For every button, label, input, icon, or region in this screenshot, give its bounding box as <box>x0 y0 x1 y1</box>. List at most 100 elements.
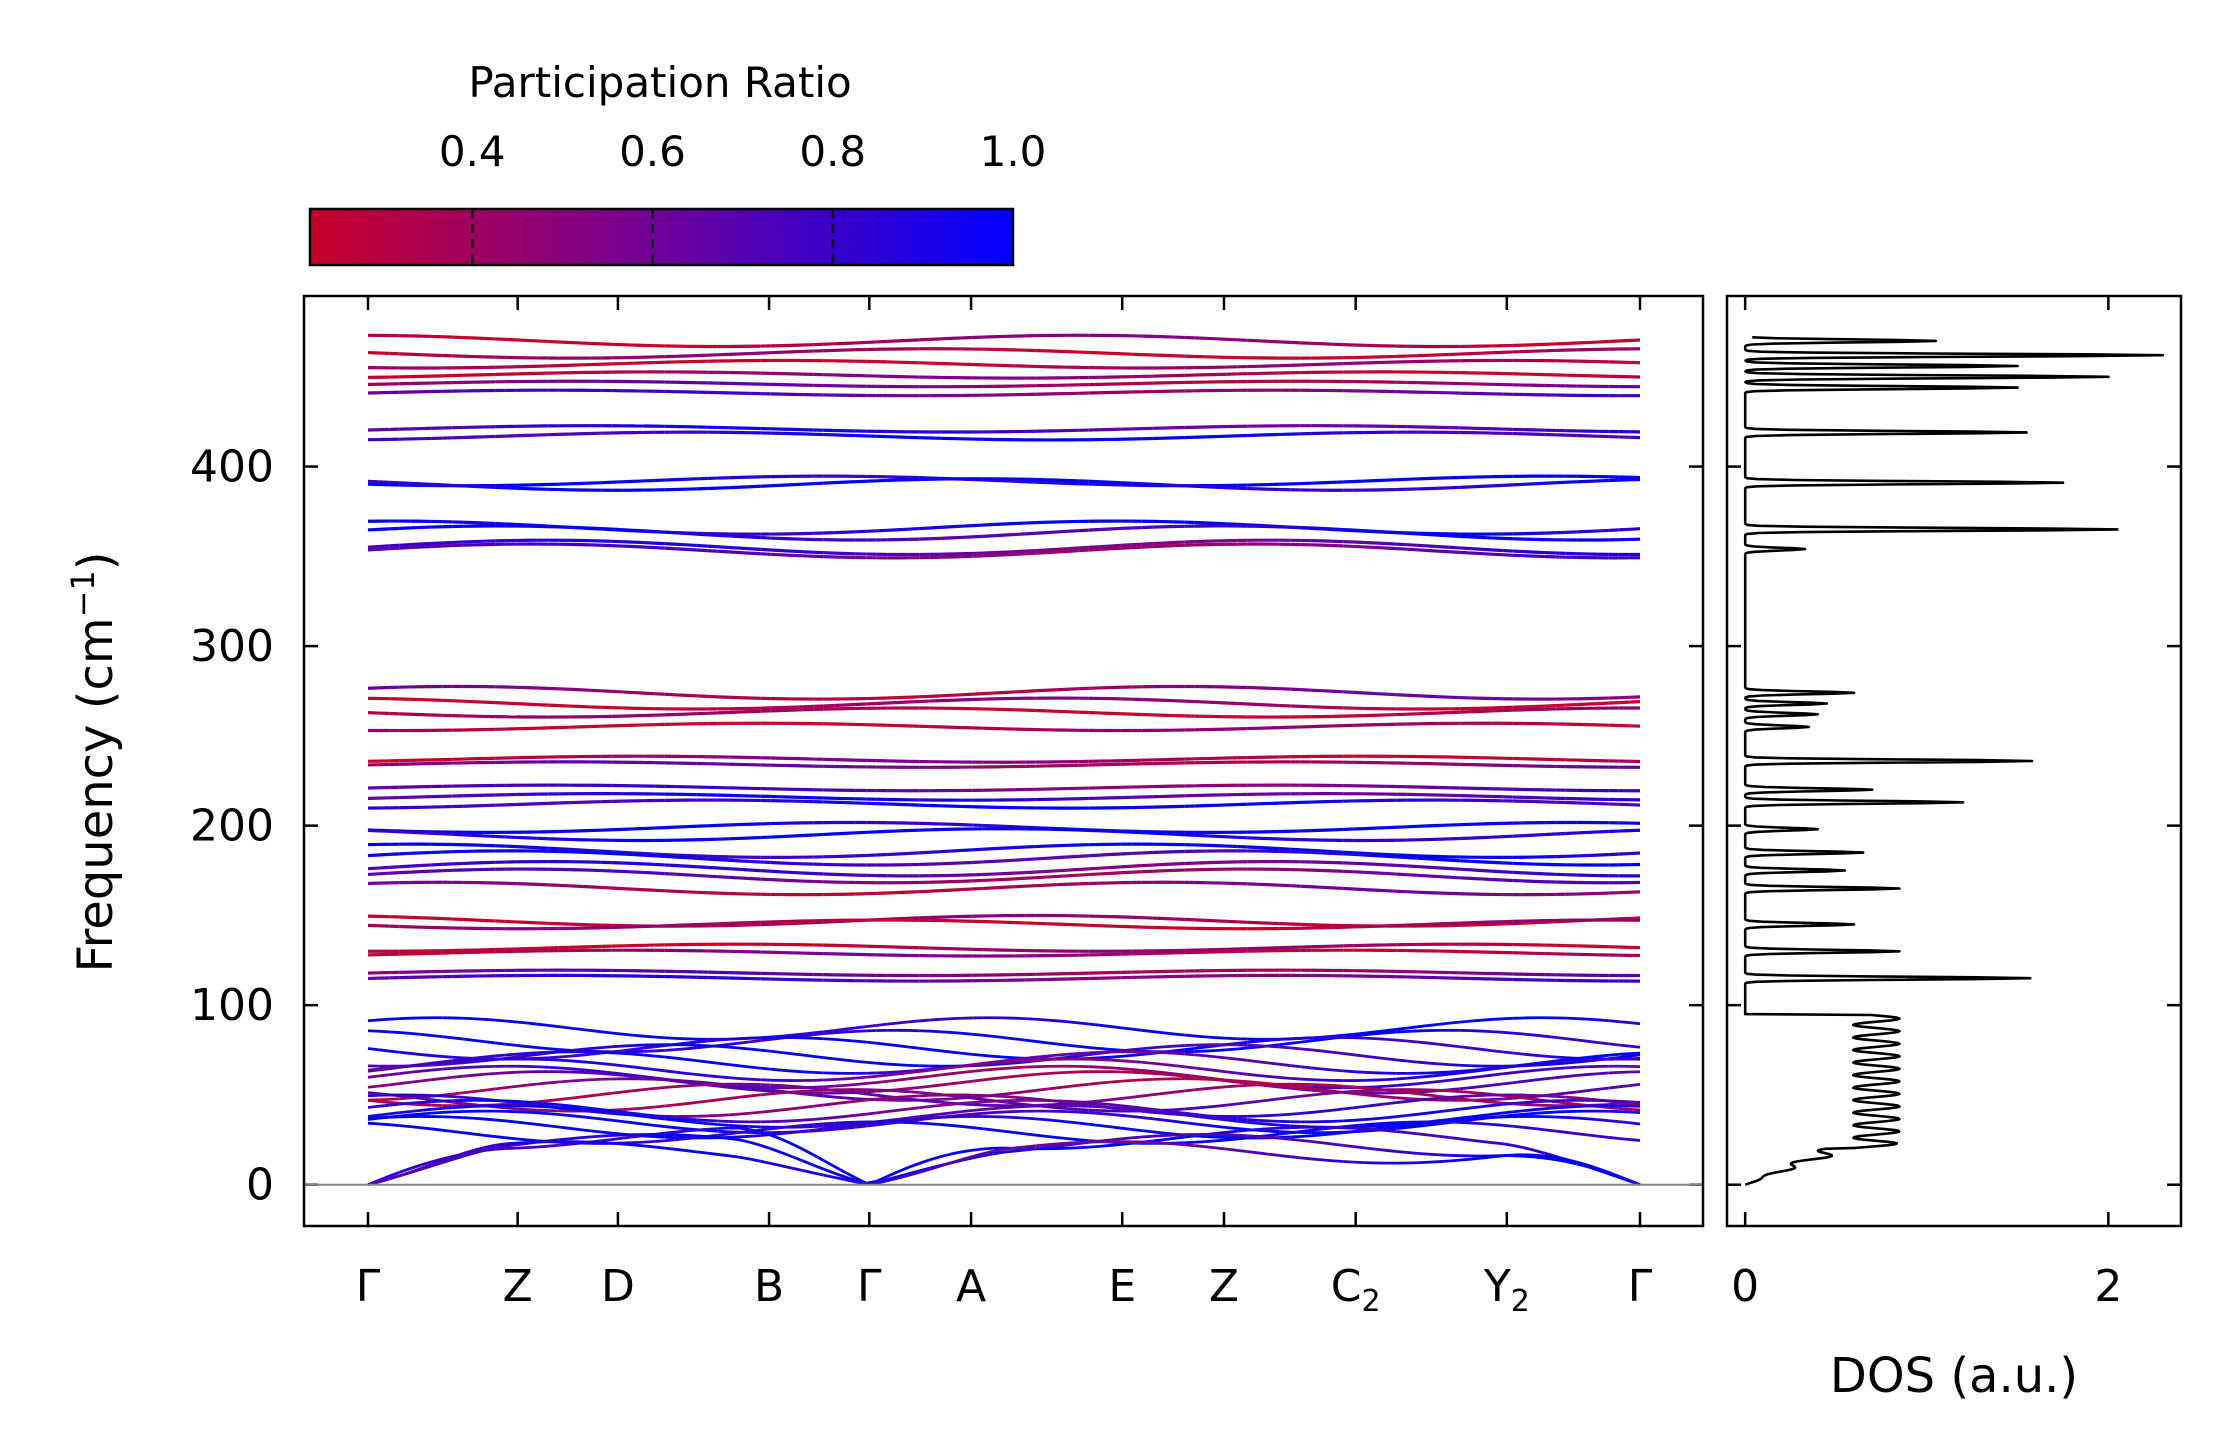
band-line-segment <box>1470 535 1482 540</box>
band-line-segment <box>579 688 591 692</box>
band-line-segment <box>431 862 443 867</box>
band-line-segment <box>1003 871 1015 876</box>
band-line-segment <box>866 701 877 706</box>
band-line-segment <box>1374 529 1386 534</box>
band-line-segment <box>1078 867 1089 872</box>
band-line-segment <box>1353 851 1365 855</box>
band-line-segment <box>389 871 400 875</box>
band-line-segment <box>950 693 962 697</box>
band-line-segment <box>1025 1038 1036 1043</box>
band-line-segment <box>1512 1051 1524 1056</box>
band-line-segment <box>1152 831 1164 836</box>
band-line-segment <box>378 865 390 870</box>
band-line-segment <box>993 1060 1005 1065</box>
band-line-segment <box>1162 1051 1174 1055</box>
band-line-segment <box>728 1076 740 1080</box>
band-line-segment <box>1173 1044 1185 1048</box>
band-line-segment <box>897 1020 909 1025</box>
band-line-segment <box>389 543 400 548</box>
band-line-segment <box>664 863 676 868</box>
band-line-segment <box>738 859 750 864</box>
band-line-segment <box>1311 1038 1323 1043</box>
band-line-segment <box>749 859 761 864</box>
band-line-segment <box>1247 1059 1259 1064</box>
band-line-segment <box>1046 688 1058 692</box>
band-line-segment <box>823 1056 835 1061</box>
band-line-segment <box>1565 1037 1577 1042</box>
band-line-segment <box>791 1032 803 1037</box>
band-line-segment <box>389 865 400 869</box>
band-line-segment <box>1618 338 1630 343</box>
band-line-segment <box>1056 874 1068 879</box>
band-line-segment <box>643 545 655 550</box>
band-line-segment <box>919 1046 930 1051</box>
band-line-segment <box>749 535 761 540</box>
band-line-segment <box>1099 865 1111 870</box>
band-line-segment <box>378 871 390 876</box>
band-line-segment <box>1109 871 1121 875</box>
band-line-segment <box>1321 849 1333 854</box>
band-line-segment <box>929 1029 941 1034</box>
band-line-segment <box>537 846 549 850</box>
band-line-segment <box>1131 1027 1142 1032</box>
band-line-segment <box>1523 1052 1535 1057</box>
band-line-segment <box>1597 1053 1609 1058</box>
band-line-segment <box>760 1048 771 1053</box>
band-line-segment <box>940 693 952 698</box>
band-line-segment <box>760 1066 771 1071</box>
band-line-segment <box>887 1070 899 1074</box>
band-line-segment <box>1194 1045 1206 1050</box>
band-line-segment <box>1014 870 1026 875</box>
band-line-segment <box>1597 1041 1609 1046</box>
band-line-segment <box>1343 1052 1354 1057</box>
band-line-segment <box>420 544 432 549</box>
band-line-segment <box>1417 543 1429 548</box>
band-line-segment <box>1056 855 1068 860</box>
band-line-segment <box>1078 548 1089 553</box>
band-line-segment <box>1459 876 1471 880</box>
band-line-segment <box>834 831 846 836</box>
band-line-segment <box>1300 1065 1312 1070</box>
band-line-segment <box>1109 543 1121 548</box>
band-line-segment <box>855 1025 867 1030</box>
band-line-segment <box>654 529 665 534</box>
band-line-segment <box>823 1031 835 1036</box>
band-line-segment <box>1332 1050 1344 1055</box>
band-line-segment <box>802 482 814 486</box>
band-line-segment <box>993 533 1005 538</box>
band-line-segment <box>643 870 655 875</box>
band-line-segment <box>950 1031 962 1035</box>
band-line-segment <box>1608 852 1619 857</box>
band-line-segment <box>972 1032 983 1037</box>
band-line-segment <box>866 529 877 533</box>
band-line-segment <box>1491 548 1503 553</box>
band-line-segment <box>473 1058 485 1062</box>
band-line-segment <box>1491 1017 1503 1021</box>
band-line-segment <box>1003 1055 1015 1060</box>
band-line-segment <box>1406 855 1418 860</box>
band-line-segment <box>1088 872 1100 877</box>
band-line-segment <box>1268 1038 1280 1042</box>
colorbar-tick-label: 0.4 <box>439 127 506 176</box>
band-line-segment <box>505 1052 517 1057</box>
band-line-segment <box>738 1036 750 1041</box>
band-line-segment <box>410 830 422 835</box>
band-line-segment <box>1544 1062 1556 1067</box>
band-line-segment <box>1374 1056 1386 1061</box>
band-line-segment <box>802 1031 814 1036</box>
band-line-segment <box>1385 871 1397 876</box>
band-line-segment <box>738 1040 750 1045</box>
band-line-segment <box>791 482 803 487</box>
band-line-segment <box>770 548 782 553</box>
band-line-segment <box>526 338 538 343</box>
band-line-segment <box>1003 690 1015 695</box>
band-line-segment <box>1533 1053 1545 1058</box>
band-line-segment <box>1258 339 1270 343</box>
band-line-segment <box>632 852 644 857</box>
band-line-segment <box>1608 1042 1619 1047</box>
band-line-segment <box>643 1034 655 1039</box>
band-line-segment <box>1502 1030 1513 1035</box>
band-line-segment <box>982 886 994 891</box>
band-line-segment <box>664 889 676 893</box>
